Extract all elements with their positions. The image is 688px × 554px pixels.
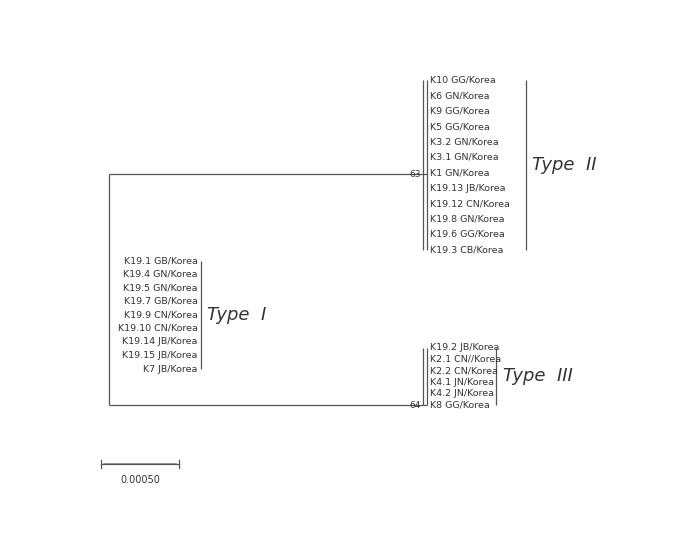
Text: K8 GG/Korea: K8 GG/Korea bbox=[430, 401, 490, 410]
Text: K1 GN/Korea: K1 GN/Korea bbox=[430, 168, 490, 177]
Text: K19.1 GB/Korea: K19.1 GB/Korea bbox=[124, 256, 197, 265]
Text: K10 GG/Korea: K10 GG/Korea bbox=[430, 76, 496, 85]
Text: 63: 63 bbox=[409, 170, 421, 179]
Text: Type  I: Type I bbox=[207, 306, 266, 324]
Text: K6 GN/Korea: K6 GN/Korea bbox=[430, 91, 490, 100]
Text: K19.12 CN/Korea: K19.12 CN/Korea bbox=[430, 199, 510, 208]
Text: K19.8 GN/Korea: K19.8 GN/Korea bbox=[430, 214, 505, 223]
Text: K19.10 CN/Korea: K19.10 CN/Korea bbox=[118, 324, 197, 333]
Text: K19.5 GN/Korea: K19.5 GN/Korea bbox=[123, 283, 197, 292]
Text: K19.7 GB/Korea: K19.7 GB/Korea bbox=[124, 297, 197, 306]
Text: K19.15 JB/Korea: K19.15 JB/Korea bbox=[122, 351, 197, 360]
Text: K5 GG/Korea: K5 GG/Korea bbox=[430, 122, 490, 131]
Text: 0.00050: 0.00050 bbox=[120, 475, 160, 485]
Text: Type  II: Type II bbox=[532, 156, 596, 174]
Text: K19.2 JB/Korea: K19.2 JB/Korea bbox=[430, 343, 499, 352]
Text: K19.9 CN/Korea: K19.9 CN/Korea bbox=[124, 310, 197, 319]
Text: K3.2 GN/Korea: K3.2 GN/Korea bbox=[430, 137, 499, 146]
Text: Type  III: Type III bbox=[503, 367, 572, 386]
Text: K4.2 JN/Korea: K4.2 JN/Korea bbox=[430, 389, 494, 398]
Text: 64: 64 bbox=[409, 401, 421, 410]
Text: K2.2 CN/Korea: K2.2 CN/Korea bbox=[430, 366, 498, 375]
Text: K2.1 CN//Korea: K2.1 CN//Korea bbox=[430, 355, 502, 363]
Text: K7 JB/Korea: K7 JB/Korea bbox=[143, 365, 197, 373]
Text: K3.1 GN/Korea: K3.1 GN/Korea bbox=[430, 153, 499, 162]
Text: K19.4 GN/Korea: K19.4 GN/Korea bbox=[123, 270, 197, 279]
Text: K19.14 JB/Korea: K19.14 JB/Korea bbox=[122, 337, 197, 346]
Text: K19.3 CB/Korea: K19.3 CB/Korea bbox=[430, 245, 504, 254]
Text: K9 GG/Korea: K9 GG/Korea bbox=[430, 106, 490, 116]
Text: K4.1 JN/Korea: K4.1 JN/Korea bbox=[430, 378, 494, 387]
Text: K19.6 GG/Korea: K19.6 GG/Korea bbox=[430, 230, 505, 239]
Text: K19.13 JB/Korea: K19.13 JB/Korea bbox=[430, 183, 506, 193]
